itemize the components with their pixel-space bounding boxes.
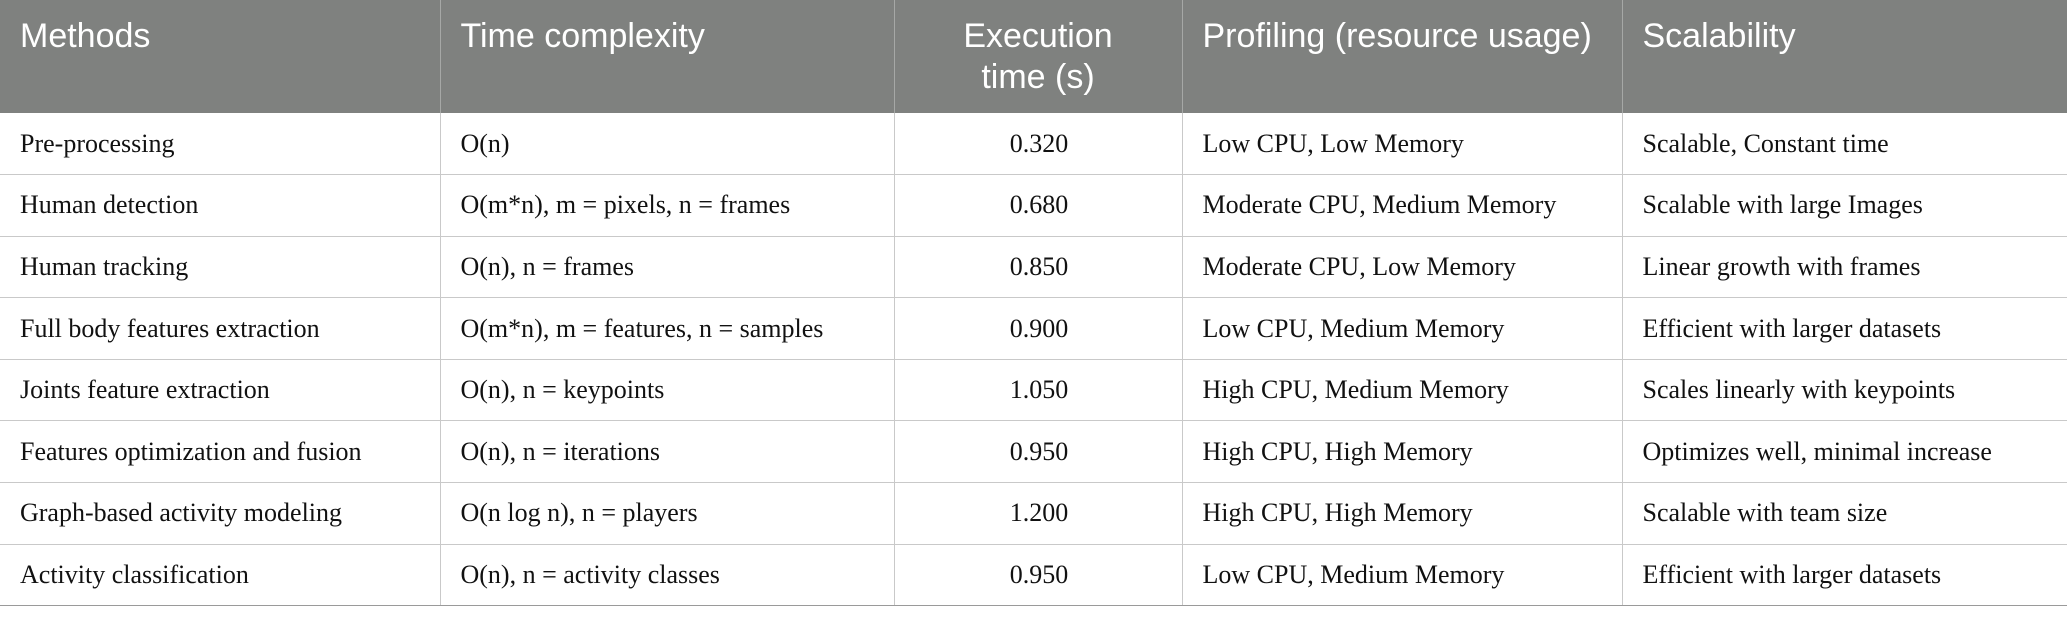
cell-profiling: Moderate CPU, Medium Memory xyxy=(1182,174,1623,237)
cell-profiling: High CPU, High Memory xyxy=(1182,482,1623,545)
cell-time-complexity: O(n), n = activity classes xyxy=(440,544,895,607)
cell-method: Joints feature extraction xyxy=(0,359,441,422)
header-row: Methods Time complexity Execution time (… xyxy=(0,0,2067,113)
header-methods: Methods xyxy=(0,0,441,113)
table-container: Methods Time complexity Execution time (… xyxy=(0,0,2067,607)
header-profiling: Profiling (resource usage) xyxy=(1182,0,1623,113)
cell-time-complexity: O(n), n = keypoints xyxy=(440,359,895,422)
table-row: Human tracking O(n), n = frames 0.850 Moder… xyxy=(0,236,2067,299)
cell-method: Graph-based activity modeling xyxy=(0,482,441,545)
cell-time-complexity: O(n) xyxy=(440,113,895,176)
cell-time-complexity: O(m*n), m = features, n = samples xyxy=(440,297,895,360)
cell-execution-time: 0.320 xyxy=(894,113,1183,176)
table-body: Pre-processing O(n) 0.320 Low CPU, Low Memo… xyxy=(0,113,2067,607)
cell-profiling: Low CPU, Medium Memory xyxy=(1182,297,1623,360)
cell-scalability: Optimizes well, minimal increase xyxy=(1622,420,2067,484)
cell-execution-time: 1.050 xyxy=(894,359,1183,422)
table-row: Joints feature extraction O(n), n = keypo… xyxy=(0,359,2067,422)
cell-method: Activity classification xyxy=(0,544,441,607)
header-execution-time: Execution time (s) xyxy=(894,0,1183,113)
table-row: Human detection O(m*n), m = pixels, n = f… xyxy=(0,174,2067,237)
cell-execution-time: 0.900 xyxy=(894,297,1183,360)
cell-scalability: Scalable with team size xyxy=(1622,482,2067,545)
cell-time-complexity: O(n), n = frames xyxy=(440,236,895,299)
cell-method: Full body features extraction xyxy=(0,297,441,360)
cell-scalability: Linear growth with frames xyxy=(1622,236,2067,299)
cell-execution-time: 0.950 xyxy=(894,544,1183,607)
cell-time-complexity: O(n log n), n = players xyxy=(440,482,895,545)
cell-time-complexity: O(m*n), m = pixels, n = frames xyxy=(440,174,895,237)
cell-profiling: High CPU, Medium Memory xyxy=(1182,359,1623,422)
table-row: Features optimization and fusion O(n), n … xyxy=(0,420,2067,484)
cell-profiling: Low CPU, Low Memory xyxy=(1182,113,1623,176)
cell-method: Human tracking xyxy=(0,236,441,299)
table-header: Methods Time complexity Execution time (… xyxy=(0,0,2067,113)
table-row: Activity classification O(n), n = activit… xyxy=(0,544,2067,607)
cell-execution-time: 0.950 xyxy=(894,420,1183,484)
cell-scalability: Scalable, Constant time xyxy=(1622,113,2067,176)
header-scalability: Scalability xyxy=(1622,0,2067,113)
cell-scalability: Efficient with larger datasets xyxy=(1622,544,2067,607)
methods-comparison-table: Methods Time complexity Execution time (… xyxy=(0,0,2067,607)
cell-method: Human detection xyxy=(0,174,441,237)
cell-scalability: Efficient with larger datasets xyxy=(1622,297,2067,360)
cell-time-complexity: O(n), n = iterations xyxy=(440,420,895,484)
cell-scalability: Scales linearly with keypoints xyxy=(1622,359,2067,422)
cell-profiling: Moderate CPU, Low Memory xyxy=(1182,236,1623,299)
cell-execution-time: 1.200 xyxy=(894,482,1183,545)
table-row: Graph-based activity modeling O(n log n),… xyxy=(0,482,2067,545)
cell-profiling: High CPU, High Memory xyxy=(1182,420,1623,484)
cell-execution-time: 0.850 xyxy=(894,236,1183,299)
header-time-complexity: Time complexity xyxy=(440,0,895,113)
cell-execution-time: 0.680 xyxy=(894,174,1183,237)
cell-method: Pre-processing xyxy=(0,113,441,176)
cell-method: Features optimization and fusion xyxy=(0,420,441,484)
cell-profiling: Low CPU, Medium Memory xyxy=(1182,544,1623,607)
table-row: Full body features extraction O(m*n), m =… xyxy=(0,297,2067,360)
cell-scalability: Scalable with large Images xyxy=(1622,174,2067,237)
table-row: Pre-processing O(n) 0.320 Low CPU, Low Memo… xyxy=(0,113,2067,176)
